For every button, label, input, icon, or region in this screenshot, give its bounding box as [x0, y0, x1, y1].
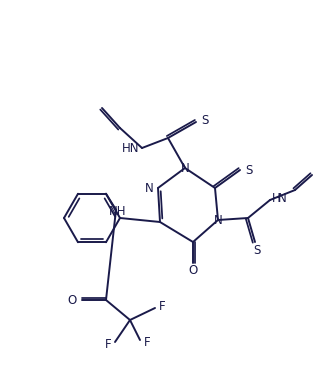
Text: F: F: [144, 337, 151, 350]
Text: N: N: [278, 192, 287, 204]
Text: HN: HN: [121, 142, 139, 155]
Text: O: O: [68, 293, 77, 307]
Text: F: F: [104, 338, 111, 351]
Text: S: S: [245, 164, 252, 177]
Text: N: N: [181, 161, 190, 174]
Text: NH: NH: [109, 205, 127, 218]
Text: O: O: [188, 265, 197, 277]
Text: N: N: [145, 181, 154, 195]
Text: H: H: [272, 192, 281, 204]
Text: F: F: [159, 300, 166, 312]
Text: N: N: [214, 214, 222, 227]
Text: S: S: [253, 245, 261, 257]
Text: S: S: [201, 115, 208, 127]
